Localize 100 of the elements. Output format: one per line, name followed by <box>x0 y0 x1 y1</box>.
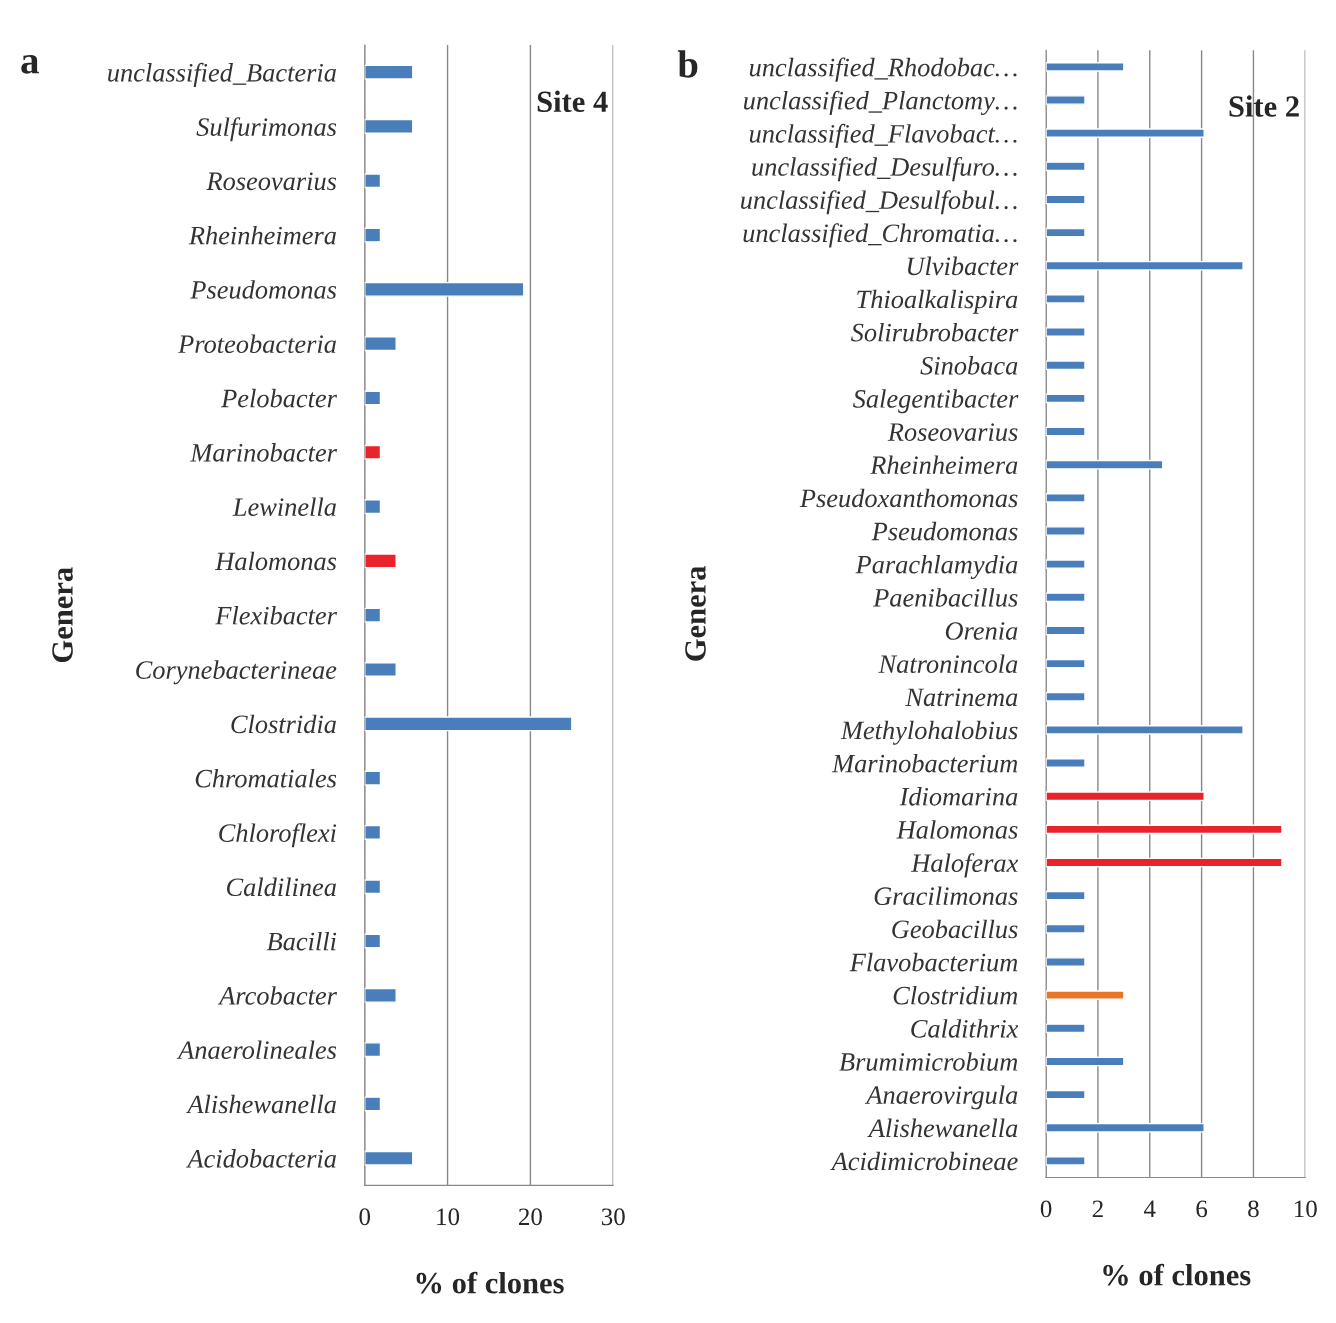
y-tick-label: Caldilinea <box>227 877 336 897</box>
bar <box>364 553 397 569</box>
annotation: Site 2 <box>1229 95 1299 117</box>
y-tick-label: Pseudomonas <box>871 521 1018 541</box>
y-tick-label: Parachlamydia <box>855 554 1018 579</box>
y-tick-label: Natrinema <box>905 688 1018 707</box>
y-tick-label: Rheinheimera <box>188 225 336 245</box>
y-tick-label: Haloferax <box>911 853 1019 878</box>
bar <box>364 1096 382 1112</box>
y-tick-label: Ulvibacter <box>907 256 1019 276</box>
bar <box>1046 691 1086 702</box>
y-tick-label: Chromatiales <box>195 768 337 788</box>
bar <box>364 1150 414 1166</box>
y-tick-label: Sulfurimonas <box>196 117 337 142</box>
y-axis-title: Genera <box>685 565 706 661</box>
y-tick-label: Acidimicrobineae <box>830 1151 1018 1171</box>
bar <box>364 824 382 840</box>
x-tick-label: 10 <box>1294 1200 1317 1218</box>
y-tick-label: Pseudomonas <box>190 280 337 299</box>
bar <box>1046 559 1086 569</box>
bar <box>1046 360 1086 371</box>
bar <box>1046 194 1086 205</box>
bar <box>1046 294 1086 304</box>
bar <box>1046 923 1086 934</box>
bar <box>364 1042 382 1058</box>
bar <box>1046 791 1205 802</box>
y-tick-label: unclassified_Planctomy… <box>744 90 1017 115</box>
y-tick-label: unclassified_Desulfuro… <box>752 157 1017 182</box>
y-tick-label: Flexibacter <box>215 606 338 625</box>
y-tick-label: Orenia <box>945 622 1018 640</box>
bar <box>364 118 414 134</box>
y-tick-label: Geobacillus <box>892 919 1018 939</box>
x-tick-label: 0 <box>1040 1200 1052 1218</box>
x-tick-label: 0 <box>359 1208 371 1226</box>
bar <box>1046 492 1086 503</box>
y-tick-label: Chloroflexi <box>219 823 337 848</box>
bar <box>364 499 382 515</box>
text: a <box>21 55 39 74</box>
bar <box>1046 227 1086 238</box>
x-tick-label: 2 <box>1092 1200 1103 1218</box>
x-tick-label: 20 <box>518 1208 542 1226</box>
text: b <box>677 50 698 78</box>
y-tick-label: Idiomarina <box>899 787 1018 806</box>
bar <box>1046 1056 1125 1067</box>
y-tick-label: Acidobacteria <box>186 1149 336 1168</box>
bar <box>1046 62 1125 72</box>
bar <box>1046 128 1205 138</box>
y-tick-label: Arcobacter <box>217 986 338 1005</box>
bar <box>364 716 573 732</box>
y-tick-label: Brumimicrobium <box>839 1052 1018 1071</box>
y-tick-label: Lewinella <box>232 497 336 517</box>
bar <box>1046 1156 1086 1166</box>
bar <box>1046 857 1283 868</box>
bar <box>1046 1089 1086 1100</box>
y-tick-label: Salegentibacter <box>853 389 1019 414</box>
x-tick-label: 10 <box>437 1208 460 1226</box>
bar <box>364 770 382 786</box>
bar <box>364 64 414 80</box>
y-axis-title: Genera <box>52 567 73 663</box>
bar <box>1046 625 1086 636</box>
bar <box>364 227 382 243</box>
bar <box>1046 1023 1086 1034</box>
y-tick-label: Alishewanella <box>185 1094 336 1114</box>
y-tick-label: Marinobacterium <box>831 753 1018 773</box>
bar <box>1046 890 1086 901</box>
bar <box>1046 957 1086 967</box>
y-tick-label: Rheinheimera <box>870 455 1018 475</box>
bar <box>1046 459 1164 470</box>
bar <box>364 933 382 949</box>
bar <box>1046 725 1244 735</box>
y-tick-label: Halomonas <box>214 551 337 571</box>
y-tick-label: Pelobacter <box>221 388 338 408</box>
bar <box>364 607 382 623</box>
y-tick-label: Paenibacillus <box>873 588 1018 607</box>
y-tick-label: Sinobaca <box>920 356 1018 375</box>
bar <box>1046 1122 1205 1133</box>
y-tick-label: Roseovarius <box>887 423 1018 441</box>
y-tick-label: Alishewanella <box>867 1118 1018 1138</box>
bar <box>364 281 525 297</box>
x-axis-title: % of clones <box>416 1271 564 1294</box>
bar <box>1046 260 1244 271</box>
bar <box>364 336 397 352</box>
y-tick-label: unclassified_Bacteria <box>108 62 336 88</box>
y-tick-label: Halomonas <box>896 820 1018 839</box>
bar <box>1046 393 1086 404</box>
x-tick-label: 30 <box>601 1208 625 1226</box>
x-tick-label: 8 <box>1248 1200 1259 1218</box>
bar <box>1046 95 1086 105</box>
y-tick-label: unclassified_Rhodobac… <box>749 57 1017 82</box>
bar <box>1046 327 1086 337</box>
y-tick-label: Bacilli <box>266 931 337 951</box>
y-tick-label: Natronincola <box>878 654 1018 674</box>
y-tick-label: unclassified_Flavobact… <box>749 123 1017 149</box>
y-tick-label: Marinobacter <box>190 443 338 462</box>
y-tick-label: Caldithrix <box>911 1019 1019 1038</box>
bar <box>1046 824 1283 835</box>
bar <box>1046 592 1086 603</box>
y-tick-label: Flavobacterium <box>849 952 1018 972</box>
bar <box>1046 426 1086 437</box>
x-tick-label: 6 <box>1196 1200 1208 1218</box>
